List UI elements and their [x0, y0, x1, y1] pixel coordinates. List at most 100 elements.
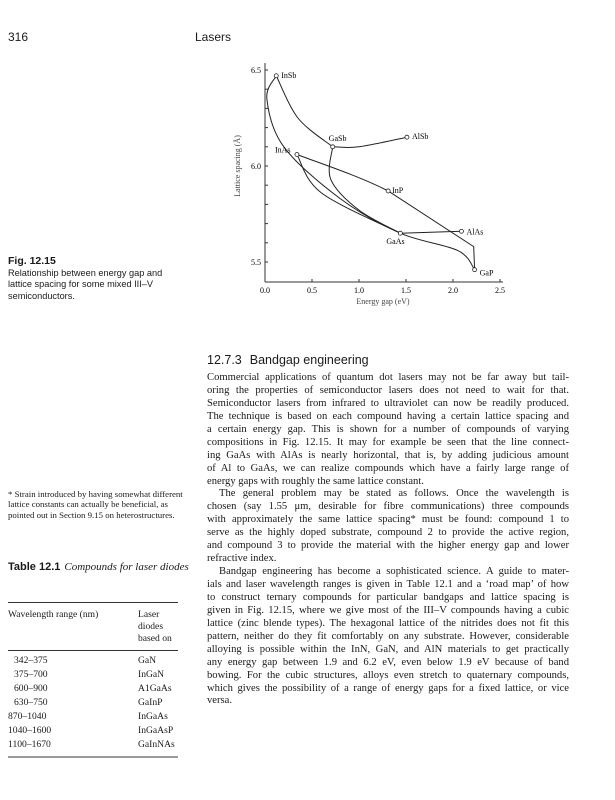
caption-line: Relationship between energy gap and [8, 267, 163, 278]
alloy-curve [266, 75, 476, 271]
compound-label: InSb [281, 71, 296, 80]
compound-point [472, 267, 478, 273]
text-line: any energy gap between 1.9 and 6.2 eV, e… [207, 656, 569, 668]
compound-label: GaAs [386, 237, 404, 246]
compound-cell: InGaAsP [138, 725, 174, 736]
compound-label: AlSb [412, 132, 428, 141]
running-title: Lasers [195, 30, 232, 44]
compound-point [273, 73, 279, 79]
compound-cell: InGaAs [138, 711, 168, 722]
wavelength-cell: 1040–1600 [8, 725, 52, 736]
compound-label: AlAs [466, 227, 483, 236]
wavelength-cell: 870–1040 [8, 711, 47, 722]
text-line: lattice (zinc blende types). The hexagon… [207, 617, 569, 629]
table-row: 600–900 A1GaAs [8, 682, 178, 696]
compound-label: InP [392, 186, 404, 195]
text-line: chosen (say 1.55 μm, desirable for fibre… [207, 501, 569, 513]
text-line: given in Fig. 12.15, where we give most … [207, 604, 569, 616]
x-tick-label: 2.0 [448, 286, 458, 295]
text-line: to construct ternary compounds for parti… [207, 591, 569, 603]
text-line: which gives the possibility of a range o… [207, 682, 569, 694]
y-tick-label: 5.5 [251, 258, 261, 267]
table-caption: Compounds for laser diodes [64, 561, 189, 573]
body-text: Commercial applications of quantum dot l… [207, 372, 569, 708]
y-axis-label: Lattice spacing (Å) [233, 135, 242, 197]
column-header: Wavelength range (nm) [8, 609, 99, 620]
text-line: Commercial applications of quantum dot l… [207, 372, 569, 383]
compound-point [397, 230, 403, 236]
compound-label: GaSb [329, 134, 347, 143]
text-line: pattern, neither do they fit comfortably… [207, 630, 569, 642]
compound-cell: GaN [138, 655, 157, 666]
alloy-curve [400, 230, 462, 234]
compounds-table: Wavelength range (nm) Laser diodes based… [8, 602, 178, 758]
section-title: Bandgap engineering [249, 353, 369, 367]
text-line: versa. [207, 695, 232, 707]
compound-cell: GaInP [138, 697, 163, 708]
y-tick-label: 6.5 [251, 66, 261, 75]
compound-cell: InGaN [138, 669, 165, 680]
text-line: The technique is based on each compound … [207, 410, 569, 422]
wavelength-cell: 342–375 [14, 655, 48, 666]
text-line: of Al to GaAs, we can realize compounds … [207, 462, 569, 474]
text-line: bowing. For the cubic structures, alloys… [207, 669, 569, 681]
alloy-curve [296, 154, 476, 270]
text-line: Bandgap engineering has become a sophist… [219, 566, 569, 578]
page-number: 316 [8, 30, 29, 44]
text-line: energy gaps with roughly the same lattic… [207, 475, 424, 487]
x-tick-label: 1.5 [401, 286, 411, 295]
table-row: 630–750 GaInP [8, 696, 178, 710]
text-line: ials and laser wavelength ranges is give… [207, 579, 569, 590]
text-line: Semiconductor lasers from infrared to ul… [207, 397, 569, 409]
alloy-curve [275, 75, 333, 148]
text-line: with approximately the same lattice spac… [207, 514, 569, 526]
section-number: 12.7.3 [207, 353, 242, 367]
text-line: serve as the highly doped substrate, com… [207, 527, 569, 539]
compound-cell: GaInNAs [138, 739, 175, 750]
table-title: Table 12.1 Compounds for laser diodes [8, 560, 198, 574]
x-tick-label: 0.0 [260, 286, 270, 295]
footnote: * Strain introduced by having somewhat d… [8, 489, 183, 520]
compound-point [294, 152, 300, 157]
wavelength-cell: 375–700 [14, 669, 48, 680]
column-header: Laser diodes based on [138, 609, 172, 644]
x-axis-label: Energy gap (eV) [356, 297, 410, 306]
compound-label: GaP [480, 269, 494, 278]
lattice-energy-chart: 0.0 0.5 1.0 1.5 2.0 2.5 5.5 6.0 6.5 Energy gap (e… [233, 63, 505, 306]
section-heading: 12.7.3 Bandgap engineering [207, 353, 369, 367]
compound-cell: A1GaAs [138, 683, 172, 694]
compound-point [404, 134, 410, 140]
x-tick-label: 1.0 [354, 286, 364, 295]
caption-line: semiconductors. [8, 290, 75, 301]
compound-point [459, 228, 464, 234]
figure-label: Fig. 12.15 [8, 255, 56, 267]
table-row: 1040–1600 InGaAsP [8, 724, 178, 738]
x-tick-label: 0.5 [307, 286, 317, 295]
figure-caption: Fig. 12.15 Relationship between energy g… [8, 255, 198, 302]
text-line: ing GaAs with AlAs is nearly horizontal,… [207, 449, 569, 461]
table-label: Table 12.1 [8, 561, 61, 573]
compound-label: InAs [275, 145, 291, 154]
table-row: 375–700 InGaN [8, 668, 178, 682]
table-row: 870–1040 InGaAs [8, 710, 178, 724]
wavelength-cell: 1100–1670 [8, 739, 51, 750]
text-line: and compound 3 to provide the material w… [207, 540, 569, 552]
x-tick-label: 2.5 [495, 286, 505, 295]
compound-point [385, 188, 391, 194]
alloy-curve [328, 146, 401, 234]
text-line: refractive index. [207, 553, 277, 565]
alloy-curve [332, 136, 408, 149]
text-line: compositions in Fig. 12.15. It may for e… [207, 436, 569, 448]
y-tick-label: 6.0 [251, 162, 261, 171]
text-line: oring the properties of semiconductor la… [207, 384, 569, 396]
text-line: alloying is possible within the InN, GaN… [207, 643, 569, 655]
text-line: The general problem may be stated as fol… [219, 488, 569, 500]
text-line: a certain energy gap. This is shown for … [207, 423, 569, 435]
table-row: 342–375 GaN [8, 651, 178, 669]
table-row: 1100–1670 GaInNAs [8, 738, 178, 757]
wavelength-cell: 600–900 [14, 683, 48, 694]
caption-line: lattice spacing for some mixed III–V [8, 279, 154, 289]
alloy-curve [296, 154, 401, 234]
wavelength-cell: 630–750 [14, 697, 48, 708]
compound-point [330, 144, 336, 150]
